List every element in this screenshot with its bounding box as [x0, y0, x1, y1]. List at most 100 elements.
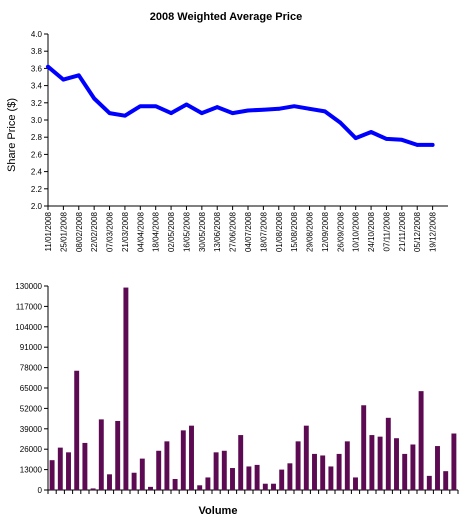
- volume-bar: [115, 420, 121, 490]
- price-point: [46, 64, 50, 69]
- price-x-tick-label: 26/09/2008: [336, 211, 345, 252]
- volume-y-tick-label: 0: [38, 486, 43, 495]
- price-point: [61, 77, 66, 82]
- price-x-tick-label: 05/12/2008: [413, 211, 422, 252]
- price-x-tick-label: 24/10/2008: [367, 211, 376, 252]
- volume-bar: [82, 442, 88, 490]
- price-x-tick-label: 22/02/2008: [90, 211, 99, 252]
- price-x-tick-label: 21/03/2008: [121, 211, 130, 252]
- volume-bar: [254, 464, 260, 490]
- volume-bar: [197, 485, 203, 490]
- price-x-tick-label: 07/11/2008: [382, 211, 391, 251]
- price-point: [200, 111, 204, 115]
- price-point: [400, 137, 404, 142]
- price-point: [323, 109, 327, 114]
- price-y-tick-label: 2.8: [31, 133, 43, 142]
- volume-bar: [139, 458, 145, 490]
- price-point: [384, 137, 389, 141]
- price-y-tick-label: 3.4: [31, 82, 43, 91]
- volume-y-tick-label: 117000: [16, 302, 43, 311]
- volume-bar: [172, 479, 178, 490]
- volume-bar: [74, 370, 80, 490]
- price-x-tick-label: 25/01/2008: [59, 211, 68, 252]
- price-point: [123, 113, 127, 118]
- price-y-tick-label: 3.8: [31, 47, 43, 56]
- price-y-tick-label: 2.0: [31, 202, 43, 211]
- price-x-tick-label: 19/12/2008: [429, 211, 438, 252]
- price-y-tick-label: 4.0: [31, 30, 43, 39]
- volume-bar: [205, 477, 211, 490]
- volume-bar: [189, 425, 194, 490]
- price-x-tick-label: 16/05/2008: [182, 211, 191, 252]
- volume-bar: [279, 469, 285, 490]
- price-point: [169, 111, 173, 115]
- price-x-tick-label: 18/04/2008: [152, 211, 161, 252]
- volume-bar: [107, 474, 112, 490]
- volume-bar: [66, 452, 71, 490]
- volume-bar: [271, 483, 276, 490]
- volume-bar: [328, 466, 334, 490]
- price-point: [353, 136, 358, 140]
- volume-bar: [426, 475, 432, 490]
- price-point: [92, 96, 96, 101]
- price-point: [215, 105, 220, 109]
- volume-y-tick-label: 13000: [20, 466, 43, 475]
- volume-bar: [246, 466, 252, 490]
- volume-bar: [369, 435, 375, 490]
- price-point: [76, 73, 81, 78]
- price-y-tick-label: 3.2: [31, 99, 43, 108]
- volume-bar: [131, 472, 137, 490]
- volume-y-tick-label: 91000: [20, 343, 43, 352]
- volume-y-tick-label: 78000: [20, 364, 43, 373]
- volume-bar: [148, 486, 153, 490]
- price-x-tick-label: 02/05/2008: [167, 211, 176, 252]
- volume-bar: [57, 447, 63, 490]
- price-x-tick-label: 07/03/2008: [106, 211, 115, 252]
- volume-bar: [213, 452, 219, 490]
- volume-y-tick-label: 26000: [20, 445, 43, 454]
- price-x-tick-label: 11/01/2008: [44, 211, 53, 251]
- volume-bar: [295, 441, 301, 490]
- volume-bar: [123, 287, 129, 490]
- volume-bar: [435, 446, 440, 490]
- volume-bar: [336, 453, 342, 490]
- price-point: [246, 108, 250, 113]
- price-x-tick-label: 27/06/2008: [229, 211, 238, 252]
- volume-bar: [402, 453, 408, 490]
- volume-bar: [156, 450, 162, 490]
- volume-y-tick-label: 104000: [15, 323, 42, 332]
- price-x-tick-label: 29/08/2008: [306, 211, 315, 252]
- volume-bar: [385, 417, 391, 490]
- price-x-tick-label: 01/08/2008: [275, 211, 284, 252]
- price-x-tick-label: 21/11/2008: [398, 211, 407, 251]
- price-point: [184, 102, 189, 107]
- volume-bar: [49, 460, 55, 490]
- price-y-axis-label: Share Price ($): [6, 98, 18, 172]
- volume-bar: [238, 435, 244, 490]
- price-point: [107, 111, 112, 115]
- price-y-tick-label: 2.2: [31, 185, 43, 194]
- price-x-tick-label: 18/07/2008: [259, 211, 268, 252]
- price-point: [369, 130, 373, 134]
- price-x-tick-label: 12/09/2008: [321, 211, 330, 252]
- volume-bar: [98, 419, 104, 490]
- volume-bar: [180, 430, 186, 490]
- price-x-tick-label: 10/10/2008: [352, 211, 361, 252]
- volume-bar: [262, 483, 268, 490]
- volume-bar: [410, 444, 416, 490]
- price-point: [276, 107, 281, 111]
- price-point: [430, 143, 435, 147]
- price-x-tick-label: 04/04/2008: [136, 211, 145, 252]
- volume-bar: [451, 433, 457, 490]
- volume-bar: [287, 463, 293, 490]
- volume-bar: [353, 477, 358, 490]
- price-point: [307, 107, 312, 111]
- price-y-tick-label: 3.6: [31, 64, 43, 73]
- price-point: [138, 104, 143, 109]
- volume-y-tick-label: 130000: [15, 282, 42, 291]
- price-x-tick-label: 08/02/2008: [75, 211, 84, 252]
- price-point: [292, 104, 296, 109]
- price-x-tick-label: 30/05/2008: [198, 211, 207, 252]
- volume-bar: [377, 436, 383, 490]
